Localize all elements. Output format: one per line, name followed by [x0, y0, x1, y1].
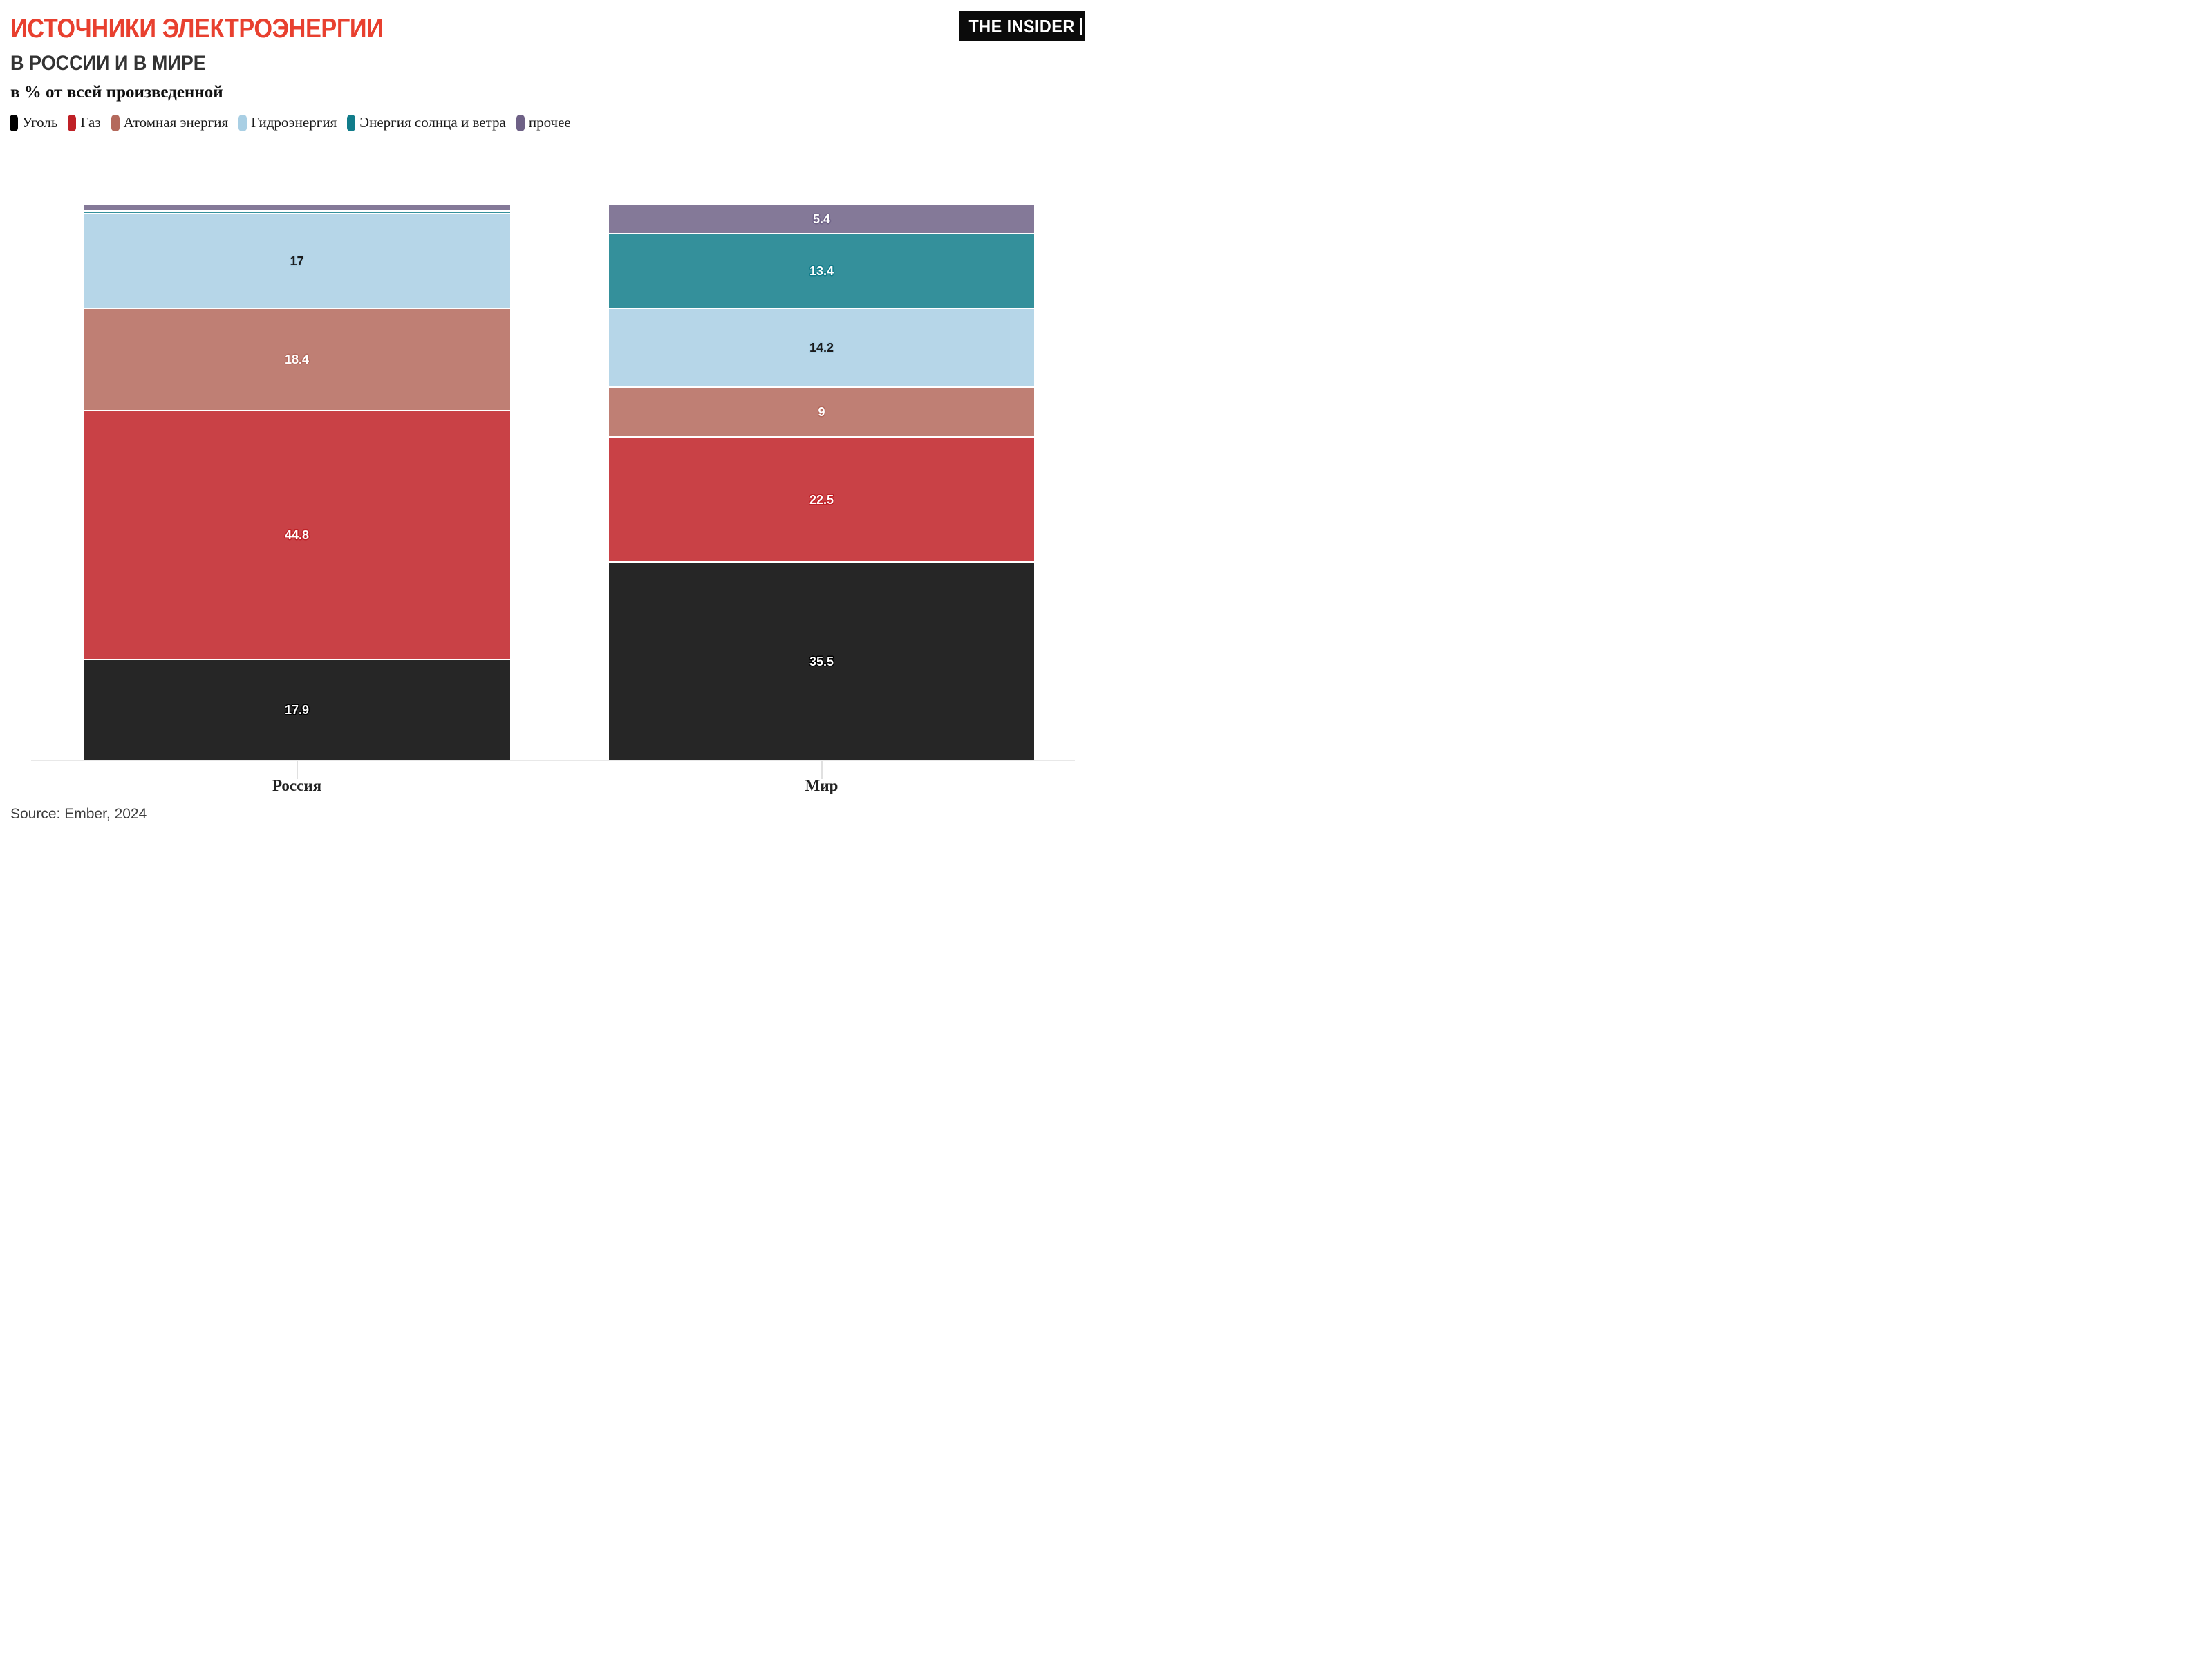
- logo-text: THE INSIDER: [968, 15, 1075, 37]
- segment-value-label: 17.9: [284, 703, 310, 717]
- segment-value-label: 22.5: [809, 492, 834, 507]
- units-note: в % от всей произведенной: [10, 83, 223, 102]
- segment-value-label: 13.4: [809, 264, 834, 278]
- segment-value-label: 18.4: [284, 353, 310, 366]
- segment-value-label: 35.5: [809, 654, 834, 668]
- category-label-Мир: Мир: [805, 777, 838, 794]
- legend-item: Газ: [68, 114, 101, 131]
- bar-segment-Газ: 22.5: [609, 438, 1034, 563]
- legend-label: прочее: [528, 114, 571, 131]
- bar-segment-Энергия солнца и ветра: [84, 212, 510, 214]
- bar-segment-Атомная энергия: 9: [609, 388, 1034, 438]
- stacked-bar-chart: 17 18.4 44.8 17.9 Россия 5.4 13.4 14.2 9 22.5 35.5…: [0, 0, 1106, 830]
- legend-label: Гидроэнергия: [251, 114, 337, 131]
- segment-value-label: 44.8: [284, 528, 310, 542]
- legend-item: Атомная энергия: [111, 114, 228, 131]
- bar-segment-Энергия солнца и ветра: 13.4: [609, 234, 1034, 309]
- page-subtitle: В РОССИИ И В МИРЕ: [10, 52, 206, 75]
- logo-cursor-bar: [1080, 18, 1082, 35]
- legend-swatch: [111, 114, 120, 131]
- x-axis-tick: [296, 761, 298, 779]
- infographic-root: ИСТОЧНИКИ ЭЛЕКТРОЭНЕРГИИ В РОССИИ И В МИ…: [0, 0, 1106, 830]
- bar-segment-Атомная энергия: 18.4: [84, 309, 510, 411]
- legend-label: Энергия солнца и ветра: [359, 114, 506, 131]
- legend-swatch: [516, 114, 525, 131]
- bar-segment-Уголь: 35.5: [609, 563, 1034, 760]
- bar-segment-Гидроэнергия: 17: [84, 214, 510, 309]
- category-label-Россия: Россия: [272, 777, 322, 794]
- legend-label: Газ: [80, 114, 101, 131]
- bar-segment-Газ: 44.8: [84, 411, 510, 660]
- page-title: ИСТОЧНИКИ ЭЛЕКТРОЭНЕРГИИ: [10, 14, 384, 44]
- legend-swatch: [238, 114, 247, 131]
- bar-segment-Гидроэнергия: 14.2: [609, 309, 1034, 388]
- segment-value-label: 17: [290, 254, 304, 268]
- bar-Мир: 5.4 13.4 14.2 9 22.5 35.5: [609, 205, 1034, 760]
- bar-segment-прочее: 5.4: [609, 205, 1034, 234]
- segment-value-label: 5.4: [812, 212, 831, 226]
- legend-label: Уголь: [22, 114, 58, 131]
- legend-item: прочее: [516, 114, 571, 131]
- bar-segment-прочее: [84, 205, 510, 212]
- segment-value-label: 9: [818, 405, 825, 419]
- legend-item: Гидроэнергия: [238, 114, 337, 131]
- chart-legend: Уголь Газ Атомная энергия Гидроэнергия Энерг…: [10, 114, 571, 131]
- source-note: Source: Ember, 2024: [10, 806, 147, 822]
- legend-swatch: [68, 114, 77, 131]
- legend-swatch: [10, 114, 18, 131]
- the-insider-logo: THE INSIDER: [959, 11, 1085, 41]
- x-axis-line: [31, 760, 1075, 761]
- segment-value-label: 14.2: [809, 341, 834, 355]
- bar-Россия: 17 18.4 44.8 17.9: [84, 205, 510, 760]
- legend-item: Уголь: [10, 114, 57, 131]
- bar-segment-Уголь: 17.9: [84, 660, 510, 760]
- x-axis-tick: [821, 761, 823, 779]
- legend-swatch: [347, 114, 356, 131]
- legend-label: Атомная энергия: [123, 114, 229, 131]
- legend-item: Энергия солнца и ветра: [347, 114, 506, 131]
